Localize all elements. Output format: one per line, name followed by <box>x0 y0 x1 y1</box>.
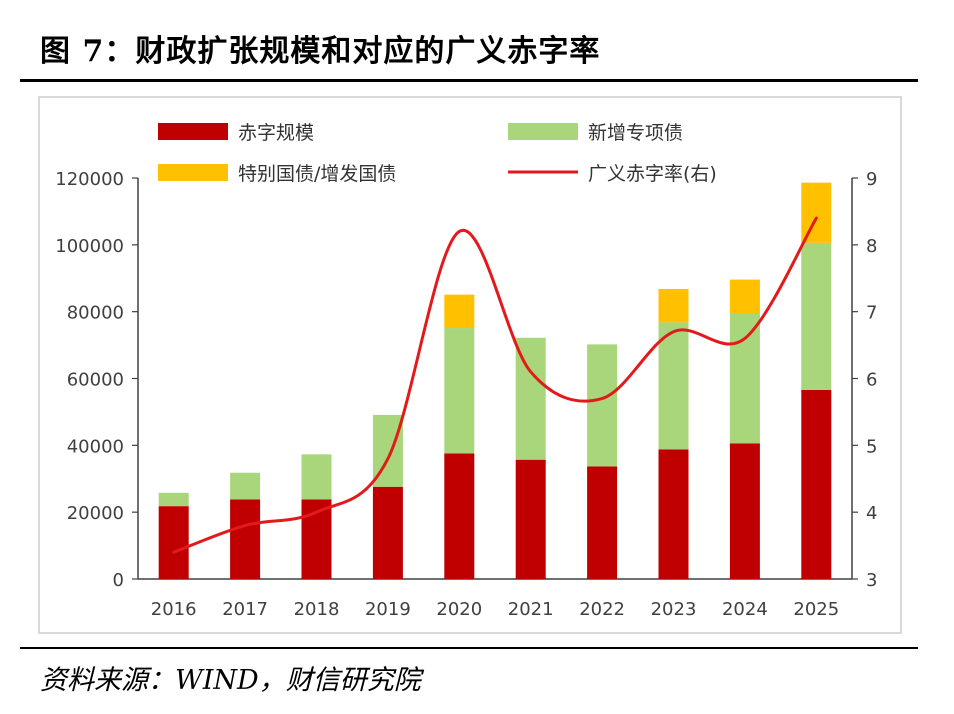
bar-special-bonds <box>301 454 332 500</box>
x-tick-label: 2019 <box>365 599 411 620</box>
legend-swatch-treasury-bonds <box>158 164 228 181</box>
x-tick-label: 2025 <box>793 599 839 620</box>
legend-label-deficit: 赤字规模 <box>238 122 314 144</box>
bar-special-bonds <box>230 472 261 500</box>
y-right-tick-label: 9 <box>866 169 877 190</box>
deficit-ratio-line-group <box>172 216 818 554</box>
figure-title: 图 7：财政扩张规模和对应的广义赤字率 <box>40 34 601 69</box>
bar-treasury-bonds <box>729 279 760 314</box>
y-left-tick-label: 80000 <box>67 303 124 324</box>
y-right-tick-label: 6 <box>866 370 877 391</box>
x-tick-label: 2023 <box>651 599 697 620</box>
x-tick-label: 2017 <box>222 599 268 620</box>
bar-deficit <box>801 389 832 579</box>
bar-special-bonds <box>587 344 618 467</box>
deficit-ratio-line <box>172 216 818 554</box>
bar-deficit <box>515 459 546 579</box>
legend-label-deficit-ratio: 广义赤字率(右) <box>588 163 717 185</box>
bar-special-bonds <box>444 328 475 454</box>
source-note: 资料来源：WIND，财信研究院 <box>40 665 421 696</box>
x-tick-label: 2016 <box>151 599 197 620</box>
y-left-tick-label: 100000 <box>55 236 124 257</box>
legend-label-treasury-bonds: 特别国债/增发国债 <box>238 163 396 185</box>
x-tick-label: 2021 <box>508 599 554 620</box>
y-right-tick-label: 8 <box>866 236 877 257</box>
legend-swatch-special-bonds <box>508 123 578 140</box>
bar-treasury-bonds <box>801 182 832 243</box>
bar-deficit <box>444 453 475 579</box>
top-rule <box>20 79 918 82</box>
bar-special-bonds <box>658 322 689 450</box>
bar-deficit <box>729 443 760 579</box>
legend-label-special-bonds: 新增专项债 <box>588 122 683 144</box>
bar-treasury-bonds <box>658 288 689 323</box>
y-right-tick-label: 7 <box>866 303 877 324</box>
x-tick-label: 2024 <box>722 599 768 620</box>
axes: 0 20000 40000 60000 80000 100000 120000 3 4 5 6 7 8 9… <box>55 169 877 620</box>
bar-deficit <box>587 466 618 579</box>
y-right-tick-label: 3 <box>866 570 877 591</box>
y-right-tick-label: 5 <box>866 436 877 457</box>
y-left-tick-label: 120000 <box>55 169 124 190</box>
x-tick-label: 2020 <box>436 599 482 620</box>
x-tick-label: 2022 <box>579 599 625 620</box>
bar-special-bonds <box>729 313 760 444</box>
bar-deficit <box>158 506 189 579</box>
y-left-tick-label: 0 <box>113 570 124 591</box>
bar-deficit <box>230 499 261 579</box>
bottom-rule <box>20 647 918 649</box>
legend: 赤字规模 新增专项债 特别国债/增发国债 广义赤字率(右) <box>158 122 717 185</box>
bar-special-bonds <box>158 492 189 507</box>
legend-swatch-deficit <box>158 123 228 140</box>
bar-deficit <box>658 449 689 579</box>
chart-frame <box>38 96 902 634</box>
bar-special-bonds <box>801 242 832 390</box>
y-left-tick-label: 60000 <box>67 370 124 391</box>
y-right-tick-label: 4 <box>866 503 877 524</box>
bar-deficit <box>372 486 403 579</box>
bar-treasury-bonds <box>444 294 475 329</box>
y-left-tick-label: 40000 <box>67 436 124 457</box>
bars <box>158 182 832 579</box>
x-tick-label: 2018 <box>294 599 340 620</box>
y-left-tick-label: 20000 <box>67 503 124 524</box>
